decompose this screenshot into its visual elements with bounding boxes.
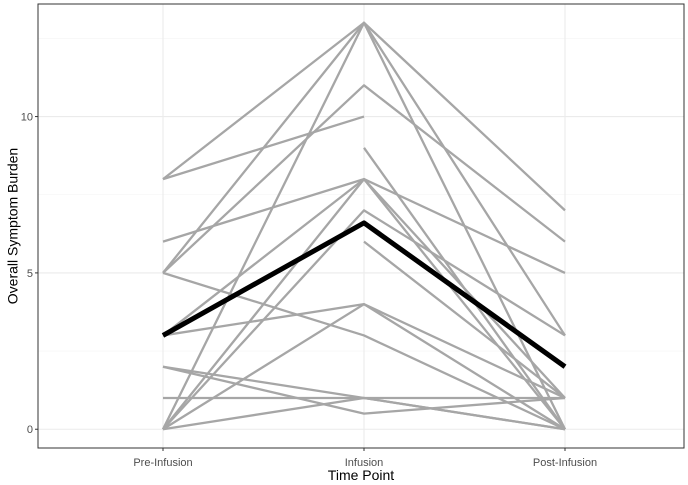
x-tick-label: Infusion: [345, 457, 384, 469]
y-tick-label: 10: [21, 112, 33, 124]
individual-series-line: [363, 240, 566, 399]
mean-series: [161, 220, 567, 369]
y-axis-ticks: 0 5 10: [21, 112, 38, 436]
individual-series-line: [162, 303, 566, 431]
x-tick-label: Post-Infusion: [533, 457, 597, 469]
x-axis-title: Time Point: [328, 467, 395, 483]
individual-series-line: [162, 365, 566, 415]
individual-series: [161, 21, 567, 431]
x-axis-ticks: Pre-Infusion Infusion Post-Infusion: [133, 448, 597, 469]
y-tick-label: 0: [27, 424, 33, 436]
x-tick-label: Pre-Infusion: [133, 457, 192, 469]
y-tick-label: 5: [27, 268, 33, 280]
mean-series-line: [161, 220, 567, 369]
individual-series-line: [162, 84, 566, 274]
individual-series-line: [162, 209, 566, 431]
y-axis-title: Overall Symptom Burden: [5, 148, 21, 304]
individual-series-line: [162, 396, 566, 431]
individual-series-line: [162, 21, 566, 212]
panel-border: [37, 3, 685, 449]
individual-series-line: [162, 177, 566, 399]
individual-series-line: [162, 115, 365, 181]
